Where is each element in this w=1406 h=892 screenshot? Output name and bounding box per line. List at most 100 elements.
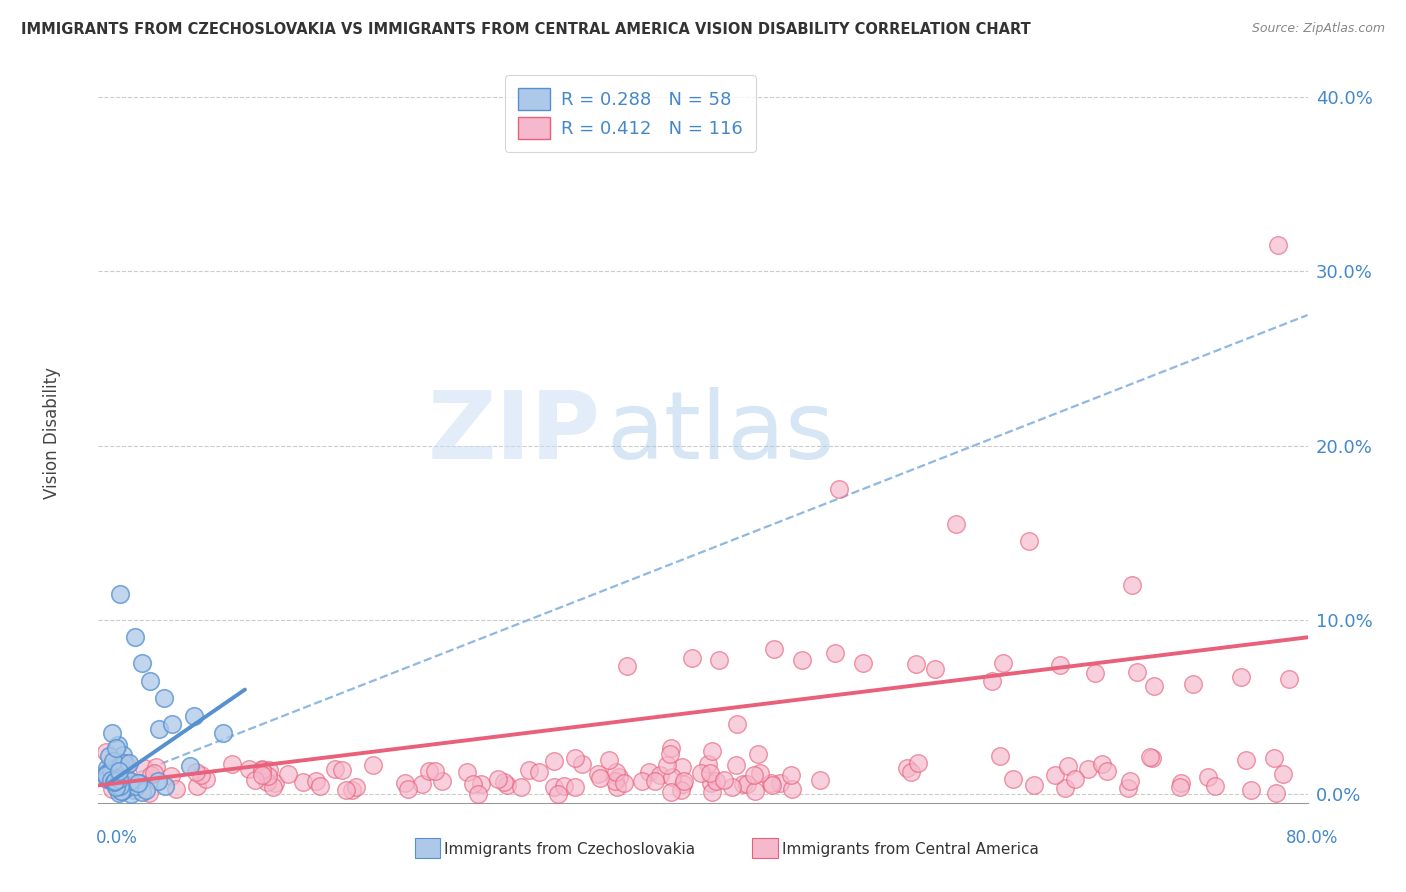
- Point: [1121, 578, 1143, 592]
- Point: [735, 777, 758, 791]
- Point: [101, 781, 124, 796]
- Point: [1139, 749, 1161, 764]
- Point: [100, 773, 122, 788]
- Point: [1204, 779, 1226, 793]
- Point: [1229, 670, 1251, 684]
- Point: [160, 769, 183, 783]
- Text: 80.0%: 80.0%: [1286, 829, 1339, 847]
- Point: [138, 673, 160, 688]
- Point: [605, 764, 627, 779]
- Point: [103, 774, 125, 789]
- Legend: R = 0.288   N = 58, R = 0.412   N = 116: R = 0.288 N = 58, R = 0.412 N = 116: [505, 75, 755, 152]
- Point: [160, 717, 183, 731]
- Point: [103, 762, 125, 776]
- Point: [148, 773, 170, 788]
- Point: [250, 768, 273, 782]
- Point: [115, 781, 138, 796]
- Point: [262, 780, 284, 794]
- Point: [1182, 676, 1205, 690]
- Point: [571, 756, 593, 771]
- Point: [1272, 767, 1295, 781]
- Point: [252, 762, 274, 776]
- Point: [110, 775, 132, 789]
- Point: [494, 775, 516, 789]
- Text: IMMIGRANTS FROM CZECHOSLOVAKIA VS IMMIGRANTS FROM CENTRAL AMERICA VISION DISABIL: IMMIGRANTS FROM CZECHOSLOVAKIA VS IMMIGR…: [21, 22, 1031, 37]
- Point: [644, 773, 666, 788]
- Point: [988, 749, 1011, 764]
- Point: [1234, 753, 1257, 767]
- Point: [659, 785, 682, 799]
- Point: [107, 738, 129, 752]
- Point: [780, 782, 803, 797]
- Point: [613, 776, 636, 790]
- Point: [153, 780, 176, 794]
- Point: [1126, 665, 1149, 679]
- Point: [713, 772, 735, 787]
- Point: [418, 764, 440, 778]
- Point: [183, 708, 205, 723]
- Point: [110, 784, 132, 798]
- Point: [731, 777, 754, 791]
- Point: [517, 764, 540, 778]
- Point: [924, 662, 946, 676]
- Point: [411, 777, 433, 791]
- Point: [186, 779, 208, 793]
- Point: [1267, 238, 1289, 252]
- Point: [335, 783, 357, 797]
- Point: [659, 741, 682, 756]
- Point: [1077, 762, 1099, 776]
- Point: [1240, 783, 1263, 797]
- Point: [104, 778, 127, 792]
- Point: [607, 771, 630, 785]
- Point: [1084, 666, 1107, 681]
- Point: [759, 776, 782, 790]
- Point: [114, 756, 136, 770]
- Point: [1018, 534, 1040, 549]
- Point: [256, 768, 278, 782]
- Point: [1045, 768, 1067, 782]
- Point: [762, 641, 785, 656]
- Point: [194, 772, 217, 787]
- Point: [697, 757, 720, 772]
- Point: [742, 768, 765, 782]
- Point: [616, 658, 638, 673]
- Point: [659, 747, 682, 761]
- Point: [1140, 751, 1163, 765]
- Point: [105, 761, 128, 775]
- Point: [671, 759, 693, 773]
- Point: [1116, 780, 1139, 795]
- Point: [1278, 672, 1301, 686]
- Point: [112, 747, 135, 762]
- Point: [305, 774, 328, 789]
- Point: [1170, 776, 1192, 790]
- Point: [1263, 751, 1285, 765]
- Point: [564, 780, 586, 795]
- Point: [543, 755, 565, 769]
- Point: [104, 741, 127, 756]
- Point: [100, 763, 122, 777]
- Point: [165, 781, 187, 796]
- Point: [104, 774, 127, 789]
- Point: [110, 776, 132, 790]
- Point: [138, 786, 160, 800]
- Point: [153, 691, 176, 706]
- Point: [461, 777, 484, 791]
- Point: [669, 782, 692, 797]
- Point: [120, 774, 142, 789]
- Point: [323, 762, 346, 776]
- Point: [344, 780, 367, 795]
- Point: [108, 786, 131, 800]
- Point: [470, 776, 492, 790]
- Point: [184, 765, 207, 780]
- Point: [681, 650, 703, 665]
- Point: [238, 762, 260, 776]
- Point: [589, 771, 612, 785]
- Point: [120, 787, 142, 801]
- Point: [510, 780, 533, 795]
- Point: [564, 751, 586, 765]
- Point: [100, 726, 122, 740]
- Point: [1091, 757, 1114, 772]
- Point: [700, 775, 723, 789]
- Point: [108, 772, 131, 786]
- Point: [827, 482, 849, 496]
